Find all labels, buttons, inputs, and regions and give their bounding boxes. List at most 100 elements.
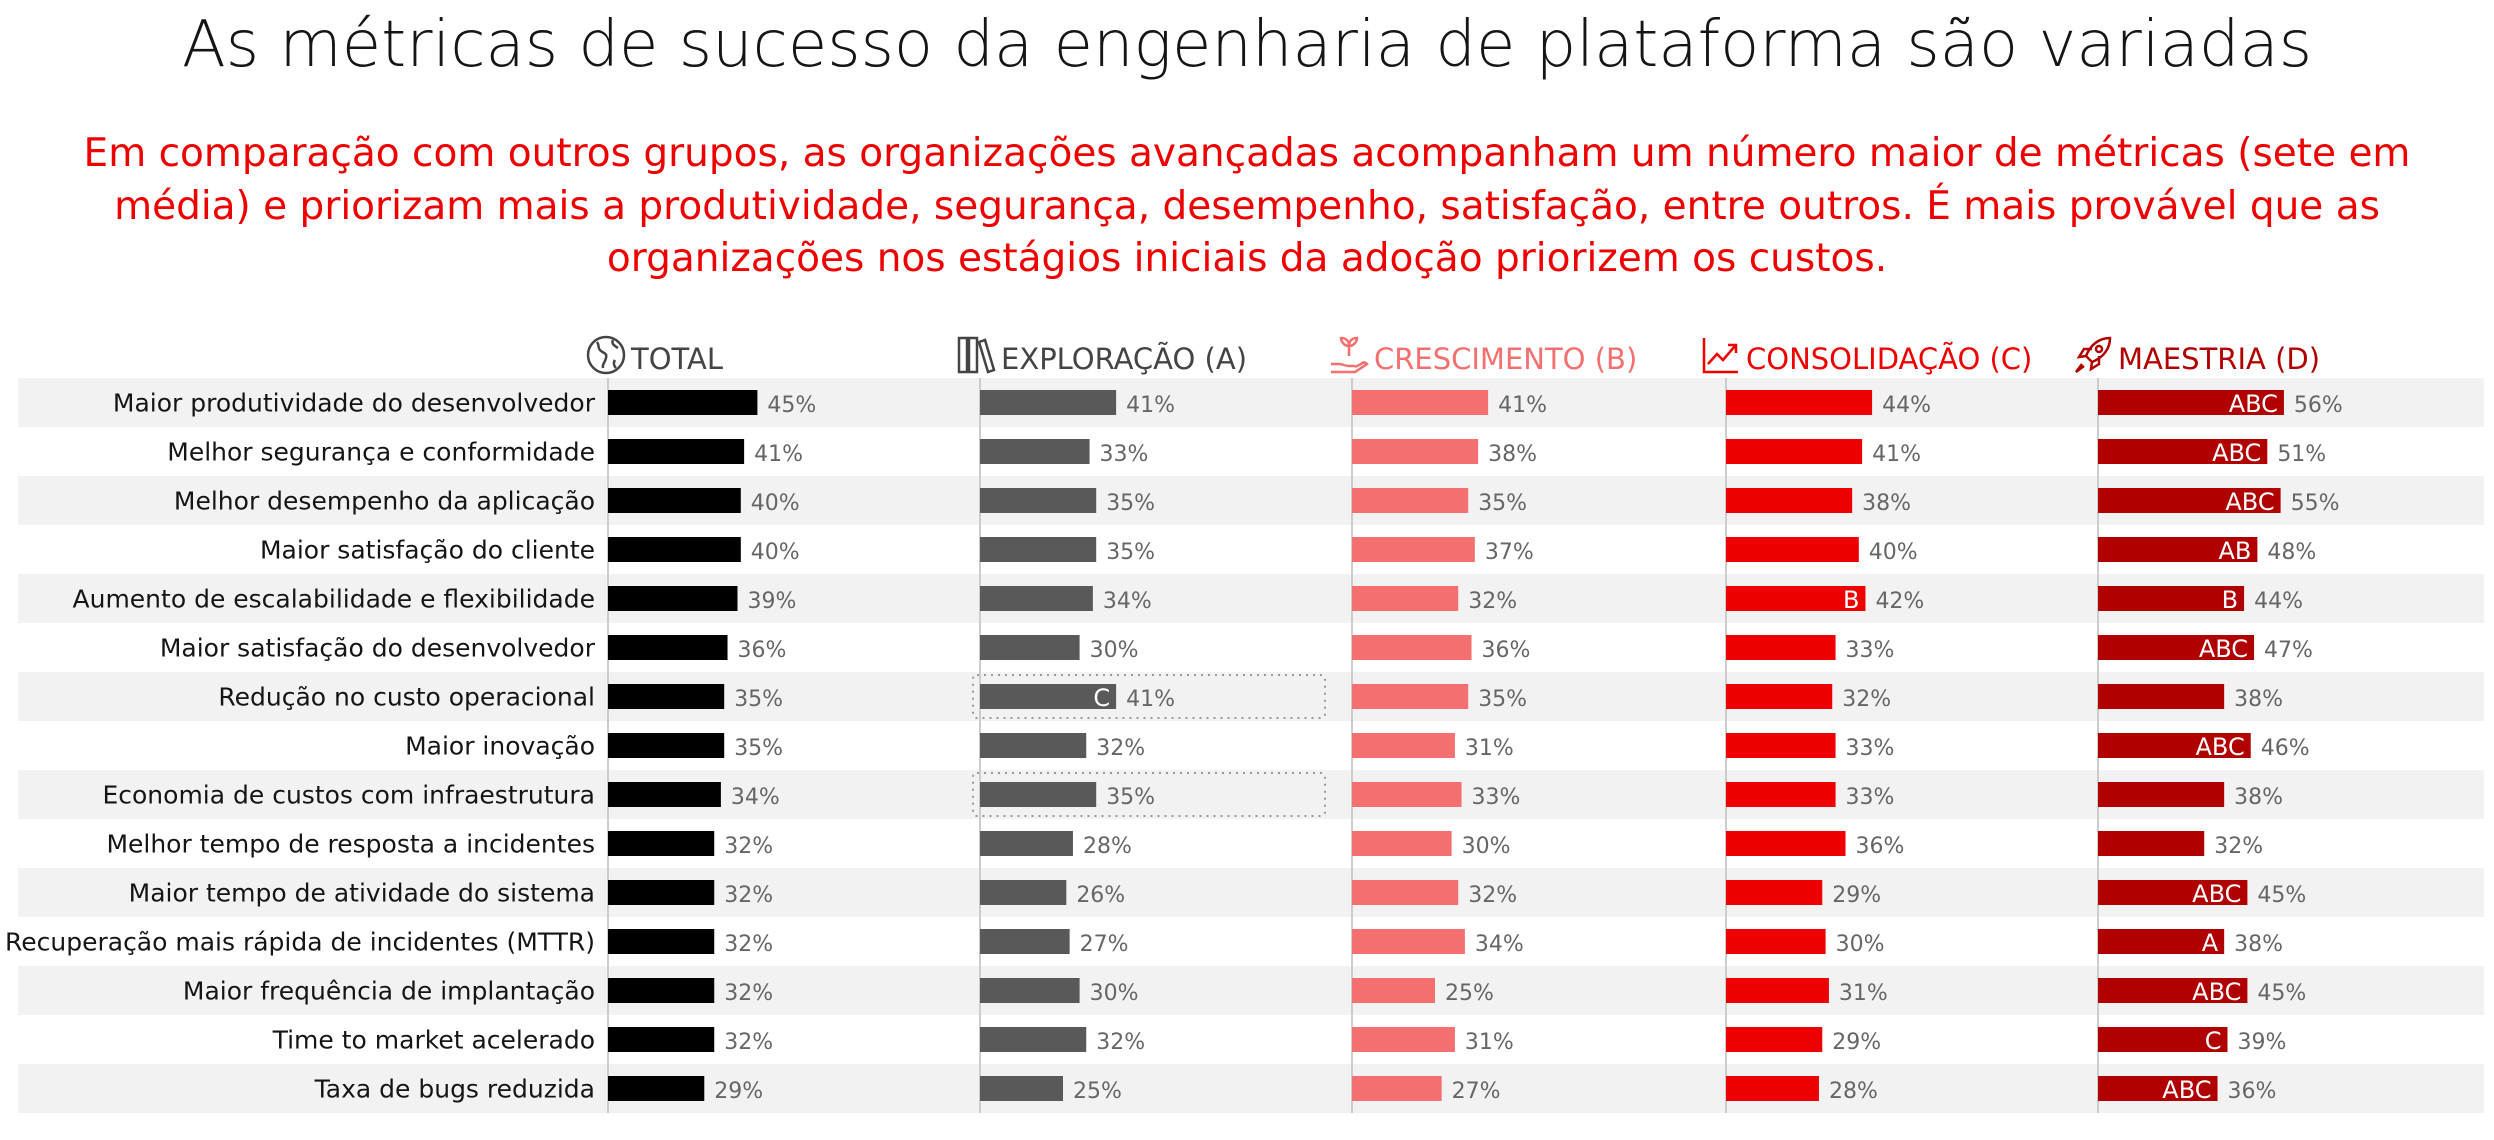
value-label: 28% (1829, 1079, 1878, 1104)
value-label: 32% (724, 883, 773, 908)
value-label: 34% (731, 785, 780, 810)
bar (2098, 390, 2284, 415)
significance-mark: B (2222, 586, 2238, 614)
value-label: 29% (1832, 1030, 1881, 1055)
bar (980, 537, 1097, 562)
value-label: 33% (1846, 785, 1895, 810)
bar (1726, 929, 1826, 954)
value-label: 25% (1445, 981, 1494, 1006)
value-label: 33% (1100, 442, 1149, 467)
series-name: CONSOLIDAÇÃO (C) (1746, 341, 2033, 376)
bar (980, 880, 1067, 905)
bar (1726, 831, 1846, 856)
rocket-icon (2072, 334, 2114, 383)
row-band (18, 672, 2484, 721)
bar (2098, 880, 2248, 905)
significance-mark: ABC (2225, 488, 2274, 516)
value-label: 48% (2267, 540, 2316, 565)
bar (2098, 684, 2225, 709)
value-label: 35% (1106, 491, 1155, 516)
bar (608, 684, 725, 709)
bar (1352, 733, 1455, 758)
row-band (18, 574, 2484, 623)
bar (1726, 390, 1873, 415)
value-label: 31% (1839, 981, 1888, 1006)
bar (608, 586, 738, 611)
value-label: 33% (1472, 785, 1521, 810)
bar (980, 390, 1117, 415)
row-band (18, 770, 2484, 819)
significance-mark: ABC (2192, 880, 2241, 908)
trend-up-chart-icon (1700, 334, 1742, 383)
seedling-hand-icon (1328, 334, 1370, 383)
value-label: 42% (1875, 589, 1924, 614)
bar (608, 1076, 705, 1101)
bar (1726, 782, 1836, 807)
bar (980, 782, 1097, 807)
bar (2098, 978, 2248, 1003)
value-label: 36% (1482, 638, 1531, 663)
row-band (18, 966, 2484, 1015)
category-label: Maior produtividade do desenvolvedor (113, 389, 596, 418)
value-label: 31% (1465, 736, 1514, 761)
significance-mark: B (1843, 586, 1859, 614)
bar (2098, 1027, 2228, 1052)
bar (1352, 880, 1459, 905)
value-label: 41% (1126, 687, 1175, 712)
bar (2098, 537, 2258, 562)
bar (608, 733, 725, 758)
category-label: Maior inovação (405, 732, 595, 761)
bar (1352, 782, 1462, 807)
significance-mark: AB (2218, 537, 2251, 565)
bar (1352, 586, 1459, 611)
significance-mark: ABC (2199, 635, 2248, 663)
value-label: 35% (1478, 687, 1527, 712)
value-label: 32% (724, 834, 773, 859)
series-name: TOTAL (631, 341, 723, 376)
series-header: CONSOLIDAÇÃO (C) (1700, 334, 2032, 383)
value-label: 25% (1073, 1079, 1122, 1104)
bar (980, 831, 1073, 856)
value-label: 33% (1846, 638, 1895, 663)
significance-mark: ABC (2212, 439, 2261, 467)
value-label: 38% (2234, 687, 2283, 712)
bar (608, 488, 741, 513)
value-label: 38% (1488, 442, 1537, 467)
series-header: MAESTRIA (D) (2072, 334, 2320, 383)
bar (608, 1027, 715, 1052)
value-label: 45% (2257, 981, 2306, 1006)
significance-mark: ABC (2196, 733, 2245, 761)
significance-mark: C (1093, 684, 1110, 712)
bar (1726, 488, 1853, 513)
value-label: 41% (1126, 393, 1175, 418)
bar (608, 831, 715, 856)
chart-subtitle: Em comparação com outros grupos, as orga… (83, 131, 2411, 281)
category-label: Maior satisfação do cliente (260, 536, 595, 565)
category-label: Economia de custos com infraestrutura (102, 781, 595, 810)
bar (608, 390, 758, 415)
bar (1726, 733, 1836, 758)
books-icon (955, 334, 997, 383)
bar (2098, 439, 2268, 464)
row-band (18, 476, 2484, 525)
series-header: CRESCIMENTO (B) (1328, 334, 1637, 383)
value-label: 39% (747, 589, 796, 614)
series-name: EXPLORAÇÃO (A) (1001, 341, 1248, 376)
bar (1726, 880, 1823, 905)
bar (2098, 929, 2225, 954)
significance-mark: ABC (2229, 390, 2278, 418)
globe-icon (585, 334, 627, 383)
value-label: 44% (1882, 393, 1931, 418)
bar (2098, 831, 2205, 856)
bar (1352, 684, 1469, 709)
bar (980, 488, 1097, 513)
value-label: 36% (1856, 834, 1905, 859)
category-label: Recuperação mais rápida de incidentes (M… (5, 928, 595, 957)
value-label: 45% (2257, 883, 2306, 908)
significance-mark: ABC (2162, 1076, 2211, 1104)
value-label: 39% (2237, 1030, 2286, 1055)
value-label: 35% (734, 687, 783, 712)
value-label: 40% (751, 491, 800, 516)
bar (1726, 684, 1833, 709)
